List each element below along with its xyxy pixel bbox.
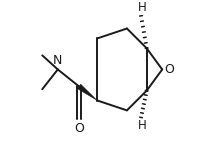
Polygon shape bbox=[77, 84, 97, 100]
Text: O: O bbox=[74, 122, 84, 135]
Text: N: N bbox=[53, 54, 62, 67]
Text: O: O bbox=[164, 63, 174, 76]
Text: H: H bbox=[137, 1, 146, 14]
Text: H: H bbox=[137, 119, 146, 132]
